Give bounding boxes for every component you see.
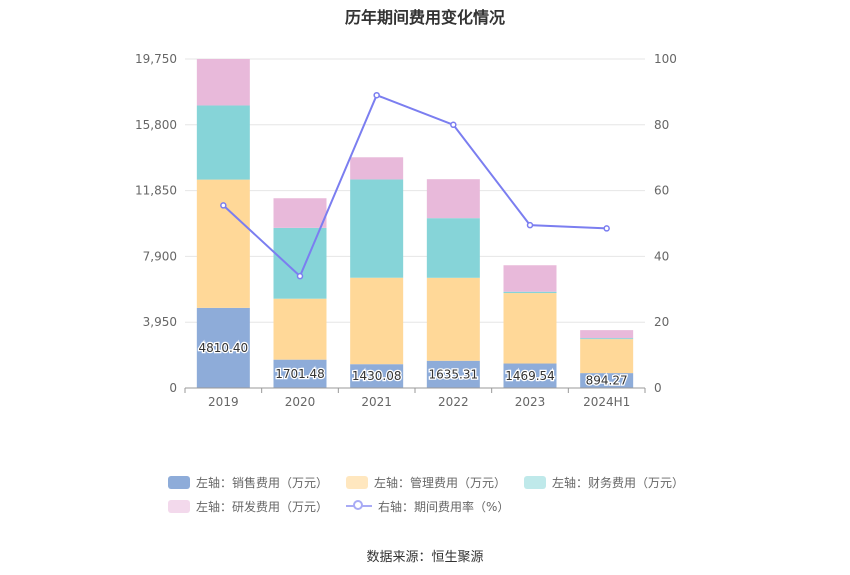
bar-segment-rnd xyxy=(350,157,404,180)
bar-segment-admin xyxy=(426,277,480,361)
right-tick-label: 40 xyxy=(654,249,669,263)
bar-segment-rnd xyxy=(273,198,327,228)
bar-data-label: 4810.40 xyxy=(199,341,249,355)
bar-segment-admin xyxy=(580,339,634,374)
bar-data-label: 1430.08 xyxy=(352,369,402,383)
grid-lines xyxy=(185,58,645,323)
right-tick-label: 80 xyxy=(654,118,669,132)
bar-segment-admin xyxy=(503,293,557,364)
legend-label-expense-rate: 右轴：期间费用率（%） xyxy=(378,499,510,514)
legend-item-rnd[interactable]: 左轴：研发费用（万元） xyxy=(168,498,328,515)
expense-rate-point xyxy=(450,121,457,129)
left-tick-label: 19,750 xyxy=(135,52,177,66)
line-series xyxy=(220,91,610,280)
bar-segment-sales xyxy=(196,307,250,388)
expense-rate-line xyxy=(222,93,607,278)
right-axis-ticks: 0 20 40 60 80 100 xyxy=(654,52,677,395)
x-tick-label: 2023 xyxy=(515,395,546,409)
x-tick-label: 2020 xyxy=(285,395,316,409)
bar-segment-sales xyxy=(503,363,557,388)
bar-segment-finance xyxy=(503,291,557,294)
bar-data-label: 1701.48 xyxy=(275,367,325,381)
x-axis xyxy=(184,387,646,393)
legend-swatch-sales xyxy=(168,475,190,489)
bar-segment-rnd xyxy=(503,265,557,292)
bar-segment-rnd xyxy=(196,58,250,106)
bar-segment-sales xyxy=(350,364,404,388)
bar-segment-sales xyxy=(426,360,480,388)
left-tick-label: 0 xyxy=(169,381,177,395)
legend: 左轴：销售费用（万元） 左轴：管理费用（万元） 左轴：财务费用（万元） 左轴：研… xyxy=(168,470,708,518)
bar-segment-sales xyxy=(580,373,634,388)
data-labels: 4810.40 1701.48 1430.08 1635.31 1469.54 894.2… xyxy=(197,340,629,389)
x-tick-label: 2022 xyxy=(438,395,469,409)
left-tick-label: 11,850 xyxy=(135,184,177,198)
legend-item-finance[interactable]: 左轴：财务费用（万元） xyxy=(524,474,684,491)
right-tick-label: 100 xyxy=(654,52,677,66)
legend-item-sales[interactable]: 左轴：销售费用（万元） xyxy=(168,474,328,491)
bar-segment-finance xyxy=(426,218,480,278)
right-tick-label: 60 xyxy=(654,184,669,198)
bar-data-label: 1635.31 xyxy=(429,367,479,381)
right-tick-label: 20 xyxy=(654,315,669,329)
expense-rate-point xyxy=(603,225,610,232)
bar-segment-admin xyxy=(273,298,327,360)
chart-title: 历年期间费用变化情况 xyxy=(344,8,505,27)
bar-segment-admin xyxy=(196,179,250,308)
bar-data-label: 1469.54 xyxy=(505,369,555,383)
bar-segment-finance xyxy=(350,179,404,278)
bar-segment-sales xyxy=(273,359,327,388)
expense-rate-point xyxy=(526,221,534,229)
x-axis-labels: 2019 2020 2021 2022 2023 2024H1 xyxy=(208,395,630,409)
bar-segment-finance xyxy=(196,105,250,180)
bar-data-label: 894.27 xyxy=(586,374,628,388)
x-tick-label: 2019 xyxy=(208,395,239,409)
bar-segment-rnd xyxy=(426,179,480,219)
left-tick-label: 3,950 xyxy=(143,315,177,329)
expense-rate-point xyxy=(296,272,304,280)
legend-label-sales: 左轴：销售费用（万元） xyxy=(196,475,329,490)
legend-line-icon xyxy=(346,499,373,513)
bar-segment-admin xyxy=(350,277,404,365)
bar-segment-rnd xyxy=(580,330,634,339)
legend-swatch-rnd xyxy=(168,499,190,513)
legend-item-admin[interactable]: 左轴：管理费用（万元） xyxy=(346,474,506,491)
expense-rate-point xyxy=(373,91,380,99)
legend-label-finance: 左轴：财务费用（万元） xyxy=(552,475,685,490)
x-tick-label: 2024H1 xyxy=(583,395,630,409)
legend-label-rnd: 左轴：研发费用（万元） xyxy=(196,499,329,514)
legend-item-expense-rate[interactable]: 右轴：期间费用率（%） xyxy=(346,498,509,515)
legend-swatch-admin xyxy=(346,475,369,489)
bar-series xyxy=(196,58,634,388)
legend-swatch-finance xyxy=(524,475,547,489)
bar-segment-finance xyxy=(580,338,634,340)
left-tick-label: 7,900 xyxy=(143,249,177,263)
bar-segment-finance xyxy=(273,227,327,299)
x-tick-label: 2021 xyxy=(361,395,392,409)
right-tick-label: 0 xyxy=(654,381,662,395)
expense-rate-point xyxy=(220,202,227,209)
left-axis-ticks: 0 3,950 7,900 11,850 15,800 19,750 xyxy=(135,52,177,395)
data-source: 数据来源：恒生聚源 xyxy=(366,550,484,565)
legend-label-admin: 左轴：管理费用（万元） xyxy=(374,475,507,490)
left-tick-label: 15,800 xyxy=(135,118,177,132)
